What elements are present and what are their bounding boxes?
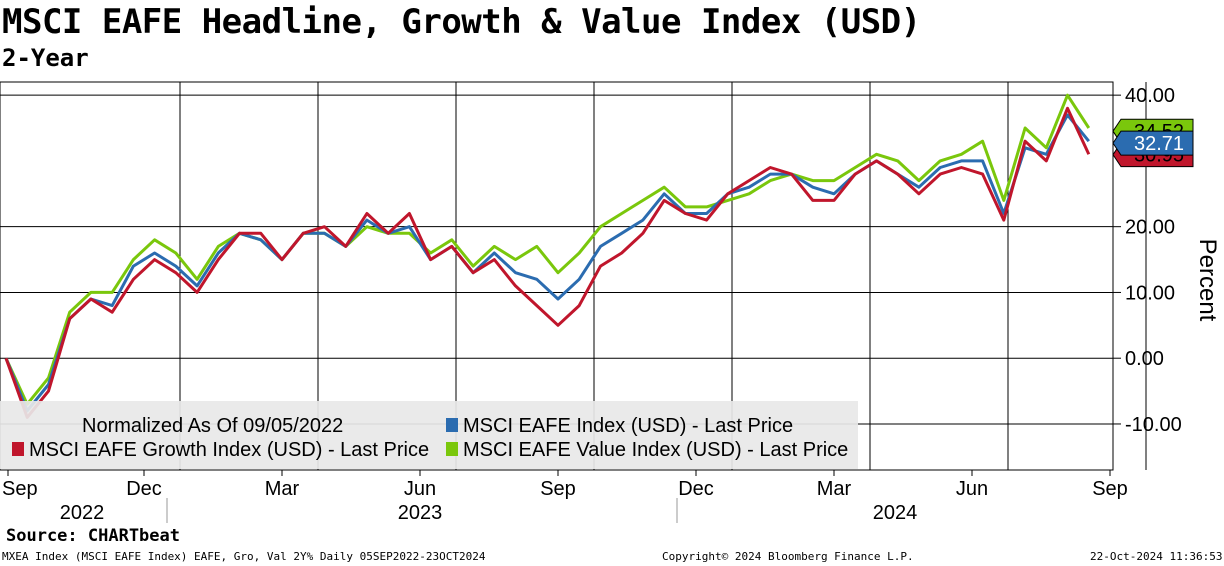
x-tick-label: Sep <box>540 478 576 500</box>
plot-frame <box>0 81 1114 471</box>
footer-timestamp: 22-Oct-2024 11:36:53 <box>1090 550 1223 563</box>
y-tick-label: 20.00 <box>1125 217 1175 239</box>
legend-label-value: MSCI EAFE Value Index (USD) - Last Price <box>463 439 848 461</box>
y-tick-label: -10.00 <box>1125 414 1182 436</box>
x-tick-label: Mar <box>817 478 852 500</box>
x-tick-label: Mar <box>265 478 300 500</box>
legend-bg <box>0 401 858 469</box>
chart-subtitle: 2-Year <box>2 44 89 72</box>
last-price-tag-bg <box>1112 130 1194 156</box>
chart-title: MSCI EAFE Headline, Growth & Value Index… <box>2 2 921 42</box>
x-tick-label: Jun <box>404 478 436 500</box>
y-tick-label: 0.00 <box>1125 348 1164 370</box>
y-tick-label: 10.00 <box>1125 282 1175 304</box>
legend-swatch-growth <box>12 442 24 456</box>
legend-swatch-index <box>446 418 458 432</box>
legend-label-index: MSCI EAFE Index (USD) - Last Price <box>463 415 793 437</box>
source-label: Source: CHARTbeat <box>6 526 180 546</box>
legend-label-growth: MSCI EAFE Growth Index (USD) - Last Pric… <box>29 439 429 461</box>
x-tick-label: Dec <box>126 478 162 500</box>
y-tick-label: 40.00 <box>1125 85 1175 107</box>
series-line-value <box>4 93 1091 406</box>
legend-swatch-value <box>446 442 458 456</box>
x-year-label: 2022 <box>60 502 105 524</box>
last-price-value: 32.71 <box>1134 133 1184 155</box>
x-tick-label: Sep <box>1092 478 1128 500</box>
y-axis-label: Percent <box>1194 239 1221 322</box>
x-year-label: 2024 <box>873 502 918 524</box>
series-line-index <box>4 113 1090 413</box>
series-line-growth <box>4 106 1091 419</box>
x-tick-label: Dec <box>678 478 714 500</box>
x-year-label: 2023 <box>398 502 443 524</box>
legend: Normalized As Of 09/05/2022 MSCI EAFE Ind… <box>0 401 858 469</box>
x-tick-label: Sep <box>2 478 38 500</box>
x-tick-label: Jun <box>956 478 988 500</box>
last-price-tag-index: 32.71 <box>1112 130 1194 156</box>
footer-copyright: Copyright© 2024 Bloomberg Finance L.P. <box>662 550 914 563</box>
legend-note: Normalized As Of 09/05/2022 <box>82 415 343 437</box>
footer-ticker-info: MXEA Index (MSCI EAFE Index) EAFE, Gro, … <box>2 550 486 563</box>
